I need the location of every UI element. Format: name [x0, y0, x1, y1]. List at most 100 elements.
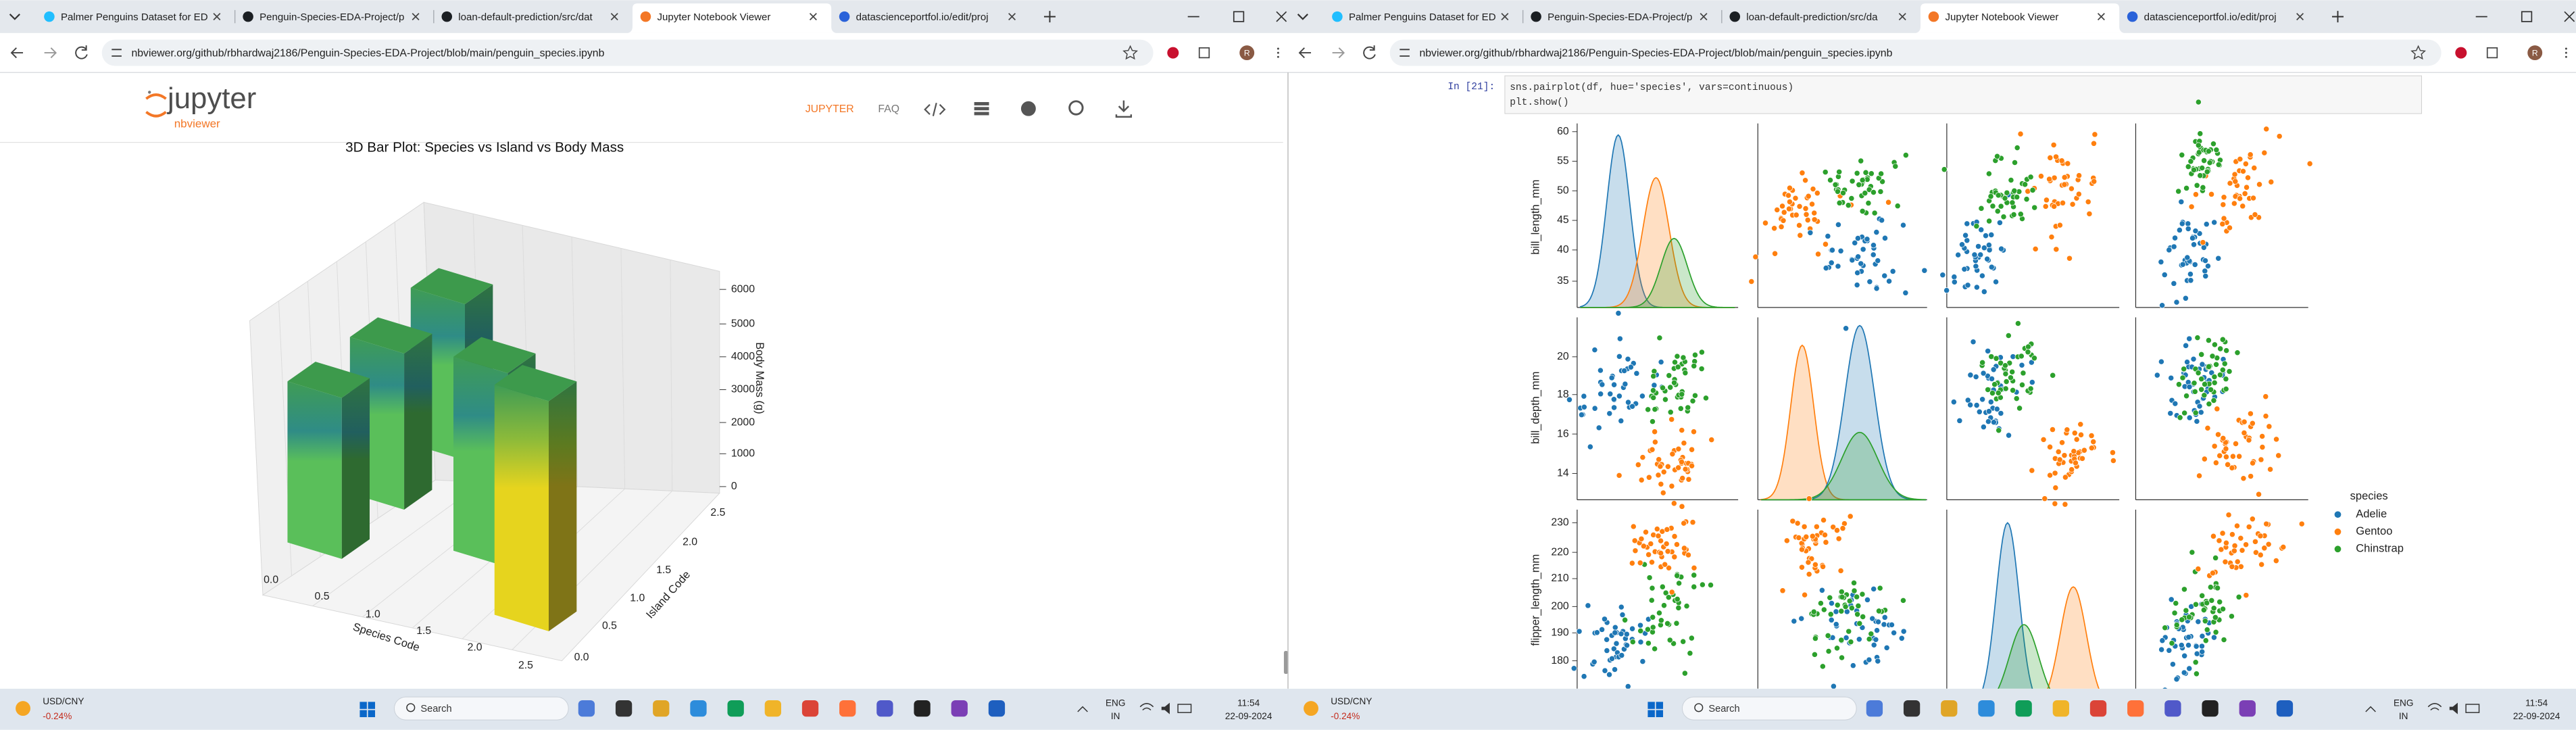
profile-avatar: [2527, 45, 2543, 61]
scatter-dot: [1797, 232, 1804, 239]
battery: [1177, 704, 1192, 713]
tab[interactable]: datascienceportfol.io/edit/proj: [2127, 11, 2304, 23]
y-axis-label: Island Code: [643, 568, 693, 620]
search-box[interactable]: [393, 696, 569, 721]
tab-title: loan-default-prediction/src/dat: [458, 11, 593, 23]
x-tick-label: 2.5: [518, 660, 533, 671]
scatter-dot: [1629, 560, 1635, 566]
scatter-dot: [1985, 408, 1992, 415]
taskbar-app[interactable]: [615, 700, 633, 717]
scatter-dot: [2048, 234, 2055, 241]
scatter-dot: [1843, 325, 1850, 332]
taskbar-app[interactable]: [801, 700, 819, 717]
scatter-dot: [2088, 445, 2095, 452]
scatter-dot: [1979, 272, 1985, 279]
taskbar-app[interactable]: [2015, 700, 2032, 717]
tab[interactable]: Penguin-Species-EDA-Project/p: [243, 11, 420, 23]
tab[interactable]: Penguin-Species-EDA-Project/p: [1531, 11, 1708, 23]
taskbar-app[interactable]: [578, 700, 595, 717]
nav-link[interactable]: FAQ: [878, 103, 899, 115]
tab-close: [1501, 13, 1509, 21]
scatter-dot: [2223, 445, 2229, 452]
scatter-dot: [1774, 207, 1781, 213]
taskbar-app[interactable]: [839, 700, 856, 717]
taskbar-app[interactable]: [2164, 700, 2181, 717]
scatter-dot: [1802, 177, 1809, 184]
scatter-dot: [1961, 266, 1968, 272]
scatter-dot: [2234, 349, 2241, 356]
url[interactable]: nbviewer.org/github/rbhardwaj2186/Pengui…: [1419, 47, 1892, 59]
scatter-dot: [2232, 178, 2239, 185]
legend-label: Gentoo: [2356, 525, 2392, 537]
scatter-dot: [2178, 199, 2185, 205]
scatter-dot: [1702, 395, 1709, 402]
taskbar-app[interactable]: [1941, 700, 1958, 717]
scatter-dot: [1834, 188, 1841, 195]
taskbar-app[interactable]: [876, 700, 893, 717]
menu-dot: [2565, 51, 2567, 54]
scatter-dot: [1870, 251, 1877, 258]
extension-flag: [2455, 47, 2467, 59]
scatter-dot: [2003, 379, 2010, 385]
taskbar-app[interactable]: [988, 700, 1006, 717]
scatter-dot: [2169, 661, 2176, 668]
scatter-dot: [1981, 289, 1987, 295]
scatter-dot: [1581, 393, 1587, 399]
scatter-dot: [2191, 261, 2198, 268]
taskbar-app[interactable]: [1903, 700, 1921, 717]
taskbar-app[interactable]: [1866, 700, 1883, 717]
taskbar-app[interactable]: [653, 700, 670, 717]
tab[interactable]: Jupyter Notebook Viewer: [1928, 11, 2105, 23]
taskbar-app[interactable]: [1978, 700, 1995, 717]
nav-link[interactable]: JUPYTER: [806, 103, 854, 115]
scatter-dot: [1801, 523, 1808, 530]
search-label: Search: [1708, 704, 1739, 714]
taskbar-app[interactable]: [2052, 700, 2069, 717]
scatter-dot: [2068, 185, 2075, 192]
taskbar-app[interactable]: [951, 700, 968, 717]
scatter-dot: [1810, 608, 1817, 615]
scatter-dot: [1779, 203, 1786, 210]
scatter-dot: [2195, 566, 2202, 573]
tab[interactable]: Palmer Penguins Dataset for ED: [44, 11, 221, 23]
taskbar-app[interactable]: [2202, 700, 2219, 717]
scatter-dot: [2211, 374, 2218, 381]
scatter-dot: [1662, 561, 1668, 568]
tab[interactable]: Palmer Penguins Dataset for ED: [1332, 11, 1509, 23]
tab-favicon: [1928, 11, 1939, 22]
scatter-dot: [2280, 543, 2287, 550]
taskbar-app[interactable]: [764, 700, 781, 717]
scatter-dot: [2208, 369, 2215, 376]
taskbar-app[interactable]: [2127, 700, 2144, 717]
scatter-dot: [2171, 610, 2178, 616]
tab[interactable]: datascienceportfol.io/edit/proj: [839, 11, 1016, 23]
search-box[interactable]: [1681, 696, 1857, 721]
scatter-dot: [1785, 205, 1792, 212]
url[interactable]: nbviewer.org/github/rbhardwaj2186/Pengui…: [131, 47, 604, 59]
taskbar-app[interactable]: [727, 700, 744, 717]
taskbar-app[interactable]: [914, 700, 931, 717]
scatter-dot: [2241, 429, 2248, 436]
tab-close: [809, 13, 817, 21]
scatter-dot: [1615, 310, 1622, 316]
scatter-dot: [1993, 278, 2000, 285]
scatter-dot: [1885, 199, 1892, 205]
scatter-dot: [2018, 362, 2025, 368]
scatter-dot: [1854, 611, 1861, 618]
scatter-dot: [2206, 363, 2212, 370]
tab[interactable]: loan-default-prediction/src/da: [1729, 11, 1906, 23]
scatter-dot: [2061, 174, 2068, 180]
taskbar-app[interactable]: [2089, 700, 2107, 717]
tab[interactable]: Jupyter Notebook Viewer: [640, 11, 817, 23]
scatter-dot: [2225, 461, 2231, 468]
bar-top: [410, 268, 493, 305]
taskbar-app[interactable]: [2239, 700, 2256, 717]
taskbar-app[interactable]: [690, 700, 707, 717]
scatter-dot: [1792, 195, 1799, 201]
nav-notebook-icon: [974, 102, 989, 105]
scatter-dot: [2257, 552, 2264, 558]
taskbar-app[interactable]: [2276, 700, 2294, 717]
tab[interactable]: loan-default-prediction/src/dat: [441, 11, 618, 23]
scatter-dot: [1648, 597, 1655, 604]
reload: [1363, 45, 1376, 59]
